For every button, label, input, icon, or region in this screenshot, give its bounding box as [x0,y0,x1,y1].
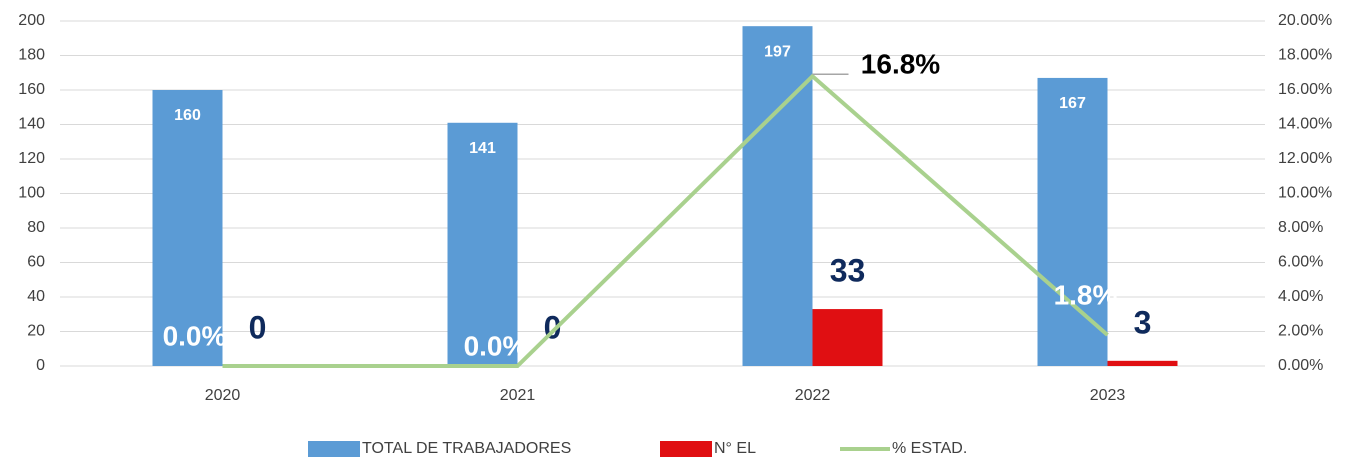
legend-label: TOTAL DE TRABAJADORES [362,440,571,457]
line-value-label: 1.8% [1054,279,1118,310]
y-tick-label: 40 [27,288,45,305]
bar-value-label: 0 [249,309,267,345]
bar-value-label: 33 [830,253,866,289]
line-value-label: 16.8% [861,49,940,80]
x-tick-label: 2021 [500,387,536,404]
y2-tick-label: 16.00% [1278,81,1332,98]
bar [742,26,813,367]
bar [447,122,518,367]
y-tick-label: 120 [18,150,45,167]
bar-value-label: 167 [1059,95,1086,112]
y-tick-label: 100 [18,185,45,202]
legend-label: % ESTAD. [892,440,967,457]
line [222,73,1109,368]
y2-tick-label: 6.00% [1278,254,1323,271]
y2-tick-label: 2.00% [1278,323,1323,340]
x-tick-label: 2022 [795,387,831,404]
y2-tick-label: 14.00% [1278,116,1332,133]
legend-label: N° EL [714,440,756,457]
y2-tick-label: 4.00% [1278,288,1323,305]
y-tick-label: 20 [27,323,45,340]
y-tick-label: 80 [27,219,45,236]
y2-tick-label: 18.00% [1278,47,1332,64]
y2-tick-label: 20.00% [1278,12,1332,29]
bar [1107,360,1178,366]
bar [152,90,223,366]
y2-tick-label: 0.00% [1278,357,1323,374]
bar-value-label: 3 [1134,304,1152,340]
y2-tick-label: 10.00% [1278,185,1332,202]
y-tick-label: 200 [18,12,45,29]
bar-value-label: 141 [469,140,496,157]
legend-swatch [660,441,712,457]
y2-tick-label: 8.00% [1278,219,1323,236]
y-tick-label: 60 [27,254,45,271]
bar [1037,77,1108,367]
y2-tick-label: 12.00% [1278,150,1332,167]
y-tick-label: 180 [18,47,45,64]
y-tick-label: 140 [18,116,45,133]
y-tick-label: 0 [36,357,45,374]
bar-value-label: 160 [174,107,201,124]
line-value-label: 0.0% [464,330,528,361]
line-value-label: 0.0% [163,320,227,351]
bar [812,309,883,366]
y-tick-label: 160 [18,81,45,98]
bar-value-label: 197 [764,43,791,60]
legend-swatch [308,441,360,457]
x-tick-label: 2023 [1090,387,1126,404]
x-tick-label: 2020 [205,387,241,404]
